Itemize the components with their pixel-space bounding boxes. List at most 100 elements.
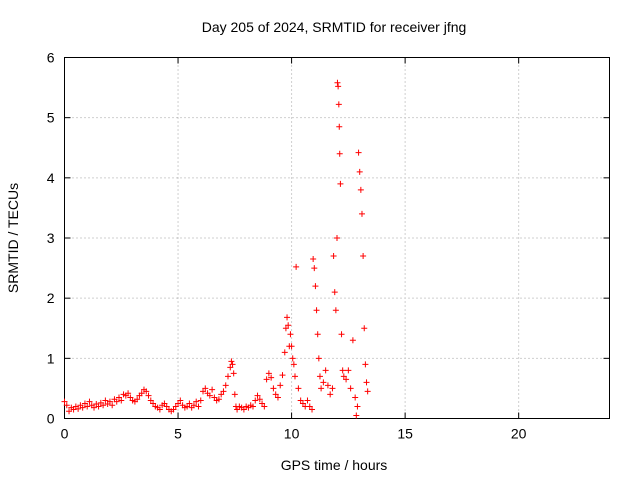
data-point: [156, 406, 163, 413]
data-point: [84, 403, 91, 410]
data-point: [352, 394, 359, 401]
data-point: [340, 373, 347, 380]
y-tick-label: 3: [47, 230, 55, 246]
data-point: [118, 397, 125, 404]
data-point: [334, 79, 341, 86]
chart-title: Day 205 of 2024, SRMTID for receiver jfn…: [202, 19, 467, 35]
data-point: [312, 283, 319, 290]
y-tick-label: 0: [47, 411, 55, 427]
data-point: [202, 385, 209, 392]
data-point: [362, 361, 369, 368]
y-tick-label: 2: [47, 290, 55, 306]
data-point: [355, 149, 362, 156]
x-tick-label: 5: [174, 426, 182, 442]
data-point: [170, 406, 177, 413]
data-point: [197, 397, 204, 404]
data-point: [287, 331, 294, 338]
data-point: [310, 256, 317, 263]
data-point: [330, 253, 337, 260]
data-point: [332, 307, 339, 314]
data-point: [186, 400, 193, 407]
data-point: [272, 391, 279, 398]
data-point: [331, 289, 338, 296]
data-point: [225, 373, 231, 380]
data-point: [361, 325, 368, 332]
data-point: [230, 370, 237, 377]
data-point: [324, 382, 331, 389]
data-point: [358, 210, 365, 217]
data-point: [100, 402, 107, 409]
data-point: [175, 400, 182, 407]
data-point: [338, 331, 345, 338]
data-point: [353, 412, 360, 419]
data-point: [289, 355, 296, 362]
data-point: [337, 180, 344, 187]
data-point: [309, 406, 316, 413]
data-point: [195, 403, 202, 410]
data-point: [150, 400, 157, 407]
data-point: [263, 376, 270, 383]
data-point: [295, 385, 302, 392]
data-point: [184, 403, 191, 410]
data-point: [229, 361, 236, 368]
data-point: [240, 406, 247, 413]
y-tick-label: 6: [47, 50, 55, 66]
data-point: [95, 403, 102, 410]
data-point: [127, 394, 134, 401]
data-point: [106, 398, 113, 405]
plot-frame: [64, 57, 610, 419]
data-point: [277, 382, 284, 389]
data-point: [282, 325, 289, 332]
data-point: [360, 253, 367, 260]
data-point: [79, 404, 86, 411]
data-point: [345, 367, 352, 374]
data-point: [357, 186, 364, 193]
data-point: [291, 373, 298, 380]
data-point: [147, 397, 154, 404]
data-point: [116, 394, 122, 401]
data-point: [143, 388, 150, 395]
data-point: [215, 396, 222, 403]
data-point: [81, 400, 88, 407]
x-tick-label: 15: [397, 426, 413, 442]
data-point: [364, 388, 371, 395]
data-point: [138, 390, 145, 397]
data-point: [206, 392, 213, 399]
data-point: [113, 398, 120, 405]
data-point: [347, 385, 354, 392]
y-tick-label: 5: [47, 110, 55, 126]
data-point: [313, 307, 320, 314]
data-point: [145, 392, 152, 399]
data-point: [329, 385, 336, 392]
data-point: [318, 385, 325, 392]
data-point: [279, 372, 286, 379]
data-point: [125, 390, 132, 397]
x-tick-label: 20: [511, 426, 527, 442]
data-point: [363, 379, 370, 386]
data-point: [193, 398, 200, 405]
data-point: [259, 400, 266, 407]
data-point: [265, 370, 272, 377]
data-point: [211, 394, 218, 401]
data-point: [163, 403, 170, 410]
data-point: [161, 400, 168, 407]
data-point: [231, 391, 238, 398]
data-point: [343, 376, 350, 383]
data-point: [306, 403, 313, 410]
data-point: [61, 398, 68, 405]
data-point: [222, 382, 229, 389]
data-point: [315, 355, 322, 362]
data-point: [284, 314, 291, 321]
data-point: [86, 398, 93, 405]
data-point: [70, 406, 77, 413]
data-point: [288, 343, 295, 350]
x-tick-label: 0: [61, 426, 69, 442]
x-tick-label: 10: [284, 426, 300, 442]
y-tick-label: 1: [47, 350, 55, 366]
data-point: [261, 403, 268, 410]
data-point: [177, 397, 184, 404]
data-point: [336, 150, 343, 157]
data-point: [268, 374, 275, 381]
y-tick-label: 4: [47, 170, 55, 186]
